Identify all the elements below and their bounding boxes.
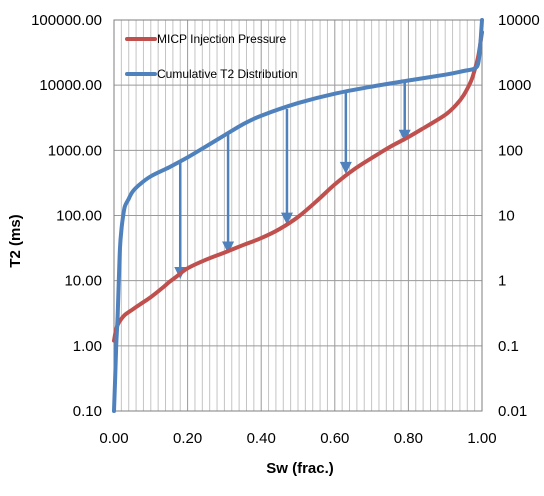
y-tick-label: 100.00 <box>56 208 102 225</box>
x-axis-title: Sw (frac.) <box>266 460 334 477</box>
y-tick-label: 10.00 <box>64 273 102 290</box>
y2-tick-label: 10000 <box>498 12 540 29</box>
y2-tick-label: 1 <box>498 273 506 290</box>
y-tick-label: 1000.00 <box>48 142 102 159</box>
legend-item-cumulative-t2: Cumulative T2 Distribution <box>125 67 298 81</box>
series-lines <box>112 18 484 413</box>
legend-label-cumulative-t2: Cumulative T2 Distribution <box>157 67 298 81</box>
legend-item-micp: MICP Injection Pressure <box>125 32 286 46</box>
x-tick-label: 0.40 <box>247 430 276 447</box>
series-line-cumulative-t2 <box>112 18 484 413</box>
x-tick-label: 0.00 <box>99 430 128 447</box>
arrow-head <box>280 212 293 225</box>
arrow-head <box>398 129 411 142</box>
y2-tick-label: 0.01 <box>498 403 527 420</box>
tick-labels: 0.101.0010.00100.001000.0010000.00100000… <box>31 12 540 447</box>
y-tick-label: 1.00 <box>73 338 102 355</box>
y2-tick-label: 10 <box>498 208 515 225</box>
legend: MICP Injection Pressure Cumulative T2 Di… <box>125 32 298 81</box>
x-tick-label: 0.80 <box>394 430 423 447</box>
x-tick-label: 0.60 <box>320 430 349 447</box>
y-axis-title: T2 (ms) <box>7 214 24 267</box>
y2-tick-label: 100 <box>498 142 523 159</box>
y-tick-label: 100000.00 <box>31 12 102 29</box>
arrow-head <box>222 241 235 254</box>
y-tick-label: 10000.00 <box>39 77 102 94</box>
plot-border <box>113 19 483 412</box>
x-tick-label: 0.20 <box>173 430 202 447</box>
arrow-head <box>339 161 352 174</box>
legend-label-micp: MICP Injection Pressure <box>157 32 286 46</box>
y2-tick-label: 1000 <box>498 77 531 94</box>
series-line-micp <box>112 30 484 343</box>
x-tick-label: 1.00 <box>467 430 496 447</box>
y2-tick-label: 0.1 <box>498 338 519 355</box>
y-tick-label: 0.10 <box>73 403 102 420</box>
